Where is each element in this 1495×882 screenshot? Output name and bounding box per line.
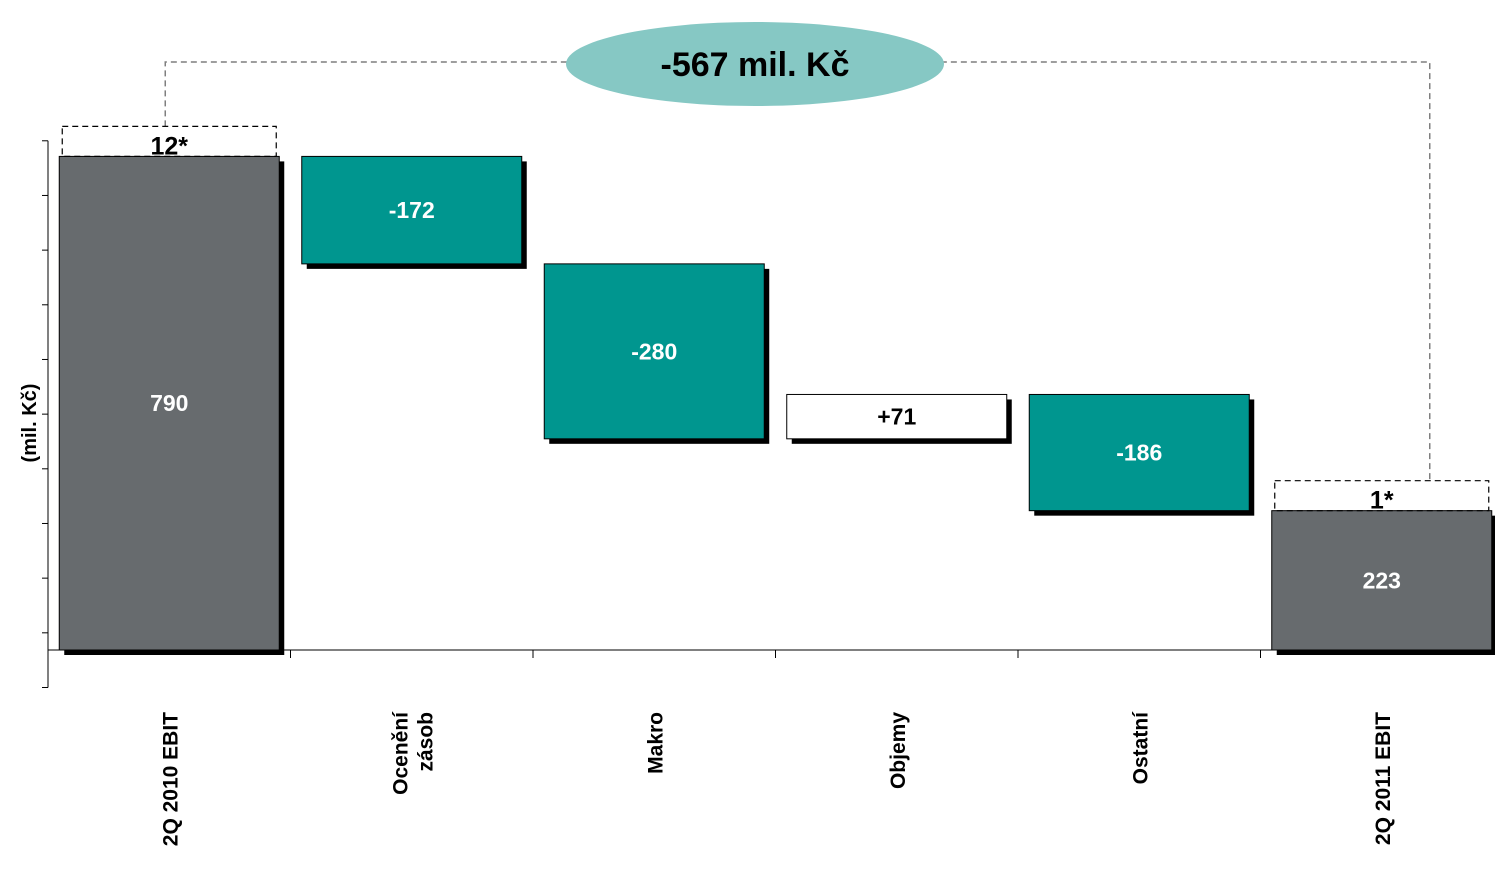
category-label-line: zásob (414, 712, 437, 772)
data-label: -172 (389, 197, 435, 223)
data-label: +71 (877, 404, 916, 430)
category-label: 2Q 2011 EBIT (1372, 712, 1395, 845)
data-label: -280 (631, 338, 677, 364)
difference-callout: -567 mil. Kč (566, 22, 944, 106)
category-label-line: Objemy (887, 712, 910, 789)
y-axis-label: (mil. Kč) (19, 384, 41, 463)
category-label-line: Ostatní (1129, 711, 1152, 785)
category-label-line: Makro (644, 712, 667, 774)
extra-box (1274, 480, 1490, 512)
bar (786, 393, 1008, 440)
difference-bracket (164, 61, 1431, 481)
bars: 790 12* -172 -280 +71 -186 223 1* (58, 125, 1495, 655)
bar (301, 155, 523, 265)
category-label-line: Ocenění (389, 711, 412, 795)
category-label: Makro (644, 712, 667, 774)
data-label: 223 (1363, 567, 1401, 593)
category-label: Ostatní (1129, 711, 1152, 785)
bar (1028, 393, 1250, 512)
category-labels: 2Q 2010 EBIT Ocenění zásob Makro Objemy Ostat… (159, 711, 1395, 846)
extra-label: 12* (150, 132, 188, 160)
category-label-line: 2Q 2011 EBIT (1372, 712, 1395, 845)
category-label: Objemy (887, 712, 910, 789)
extra-label: 1* (1370, 487, 1394, 515)
extra-box (61, 125, 277, 158)
data-label: 790 (150, 390, 188, 416)
category-label: 2Q 2010 EBIT (159, 712, 182, 846)
difference-connector (164, 61, 1431, 481)
bar (543, 263, 765, 440)
category-label: Ocenění zásob (389, 711, 437, 795)
y-axis: (mil. Kč) (19, 140, 1495, 688)
difference-label: -567 mil. Kč (661, 46, 850, 84)
bar (1271, 510, 1493, 651)
bar (58, 155, 280, 651)
category-label-line: 2Q 2010 EBIT (159, 712, 182, 846)
data-label: -186 (1116, 440, 1162, 466)
difference-ellipse (566, 22, 944, 106)
